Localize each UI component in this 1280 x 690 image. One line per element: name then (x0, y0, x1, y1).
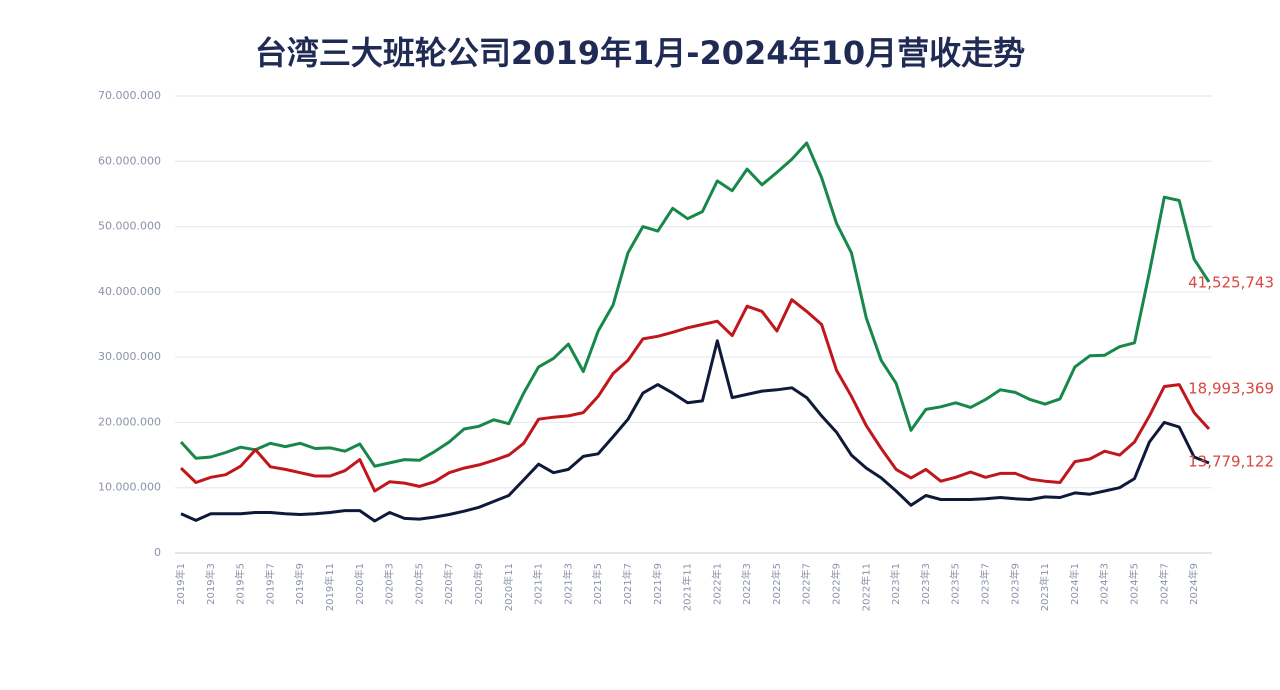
x-tick-label: 2021年7 (621, 563, 634, 605)
x-tick-label: 2019年5 (234, 563, 247, 605)
data-label: 18,993,369 (1188, 380, 1274, 398)
x-tick-label: 2023年3 (919, 563, 932, 605)
x-tick-label: 2024年5 (1128, 563, 1141, 605)
y-tick-label: 20.000.000 (98, 415, 161, 428)
x-tick-label: 2019年1 (174, 563, 187, 605)
x-tick-label: 2024年3 (1098, 563, 1111, 605)
x-tick-label: 2019年11 (323, 563, 336, 611)
x-tick-label: 2021年1 (532, 563, 545, 605)
x-tick-label: 2019年3 (204, 563, 217, 605)
chart-title: 台湾三大班轮公司2019年1月-2024年10月营收走势 (255, 34, 1025, 72)
y-tick-label: 60.000.000 (98, 154, 161, 167)
x-tick-label: 2024年7 (1157, 563, 1170, 605)
x-tick-label: 2023年5 (949, 563, 962, 605)
x-tick-label: 2023年1 (889, 563, 902, 605)
x-tick-label: 2019年7 (263, 563, 276, 605)
y-tick-label: 10.000.000 (98, 481, 161, 494)
y-tick-label: 30.000.000 (98, 350, 161, 363)
series-line (180, 339, 1210, 523)
data-label: 13,779,122 (1188, 453, 1274, 471)
x-tick-label: 2021年5 (591, 563, 604, 605)
x-tick-label: 2021年3 (561, 563, 574, 605)
x-tick-label: 2021年9 (651, 563, 664, 605)
x-tick-label: 2022年1 (710, 563, 723, 605)
x-tick-label: 2024年9 (1187, 563, 1200, 605)
y-tick-label: 70.000.000 (98, 89, 161, 102)
y-tick-label: 50.000.000 (98, 220, 161, 233)
x-tick-label: 2023年9 (1008, 563, 1021, 605)
x-tick-label: 2023年7 (979, 563, 992, 605)
series-line (179, 298, 1211, 493)
y-tick-label: 0 (154, 546, 161, 559)
series-line (179, 141, 1211, 468)
x-tick-label: 2022年3 (740, 563, 753, 605)
data-label: 41,525,743 (1188, 273, 1274, 291)
x-tick-label: 2022年7 (800, 563, 813, 605)
x-tick-label: 2019年9 (293, 563, 306, 605)
x-tick-label: 2020年9 (472, 563, 485, 605)
x-tick-label: 2022年5 (770, 563, 783, 605)
x-tick-label: 2021年11 (681, 563, 694, 611)
x-tick-label: 2023年11 (1038, 563, 1051, 611)
x-tick-label: 2022年11 (859, 563, 872, 611)
x-tick-label: 2020年3 (383, 563, 396, 605)
x-tick-label: 2020年7 (442, 563, 455, 605)
x-tick-label: 2024年1 (1068, 563, 1081, 605)
x-tick-label: 2020年11 (502, 563, 515, 611)
x-tick-label: 2020年1 (353, 563, 366, 605)
x-tick-label: 2022年9 (830, 563, 843, 605)
x-tick-label: 2020年5 (412, 563, 425, 605)
y-tick-label: 40.000.000 (98, 285, 161, 298)
